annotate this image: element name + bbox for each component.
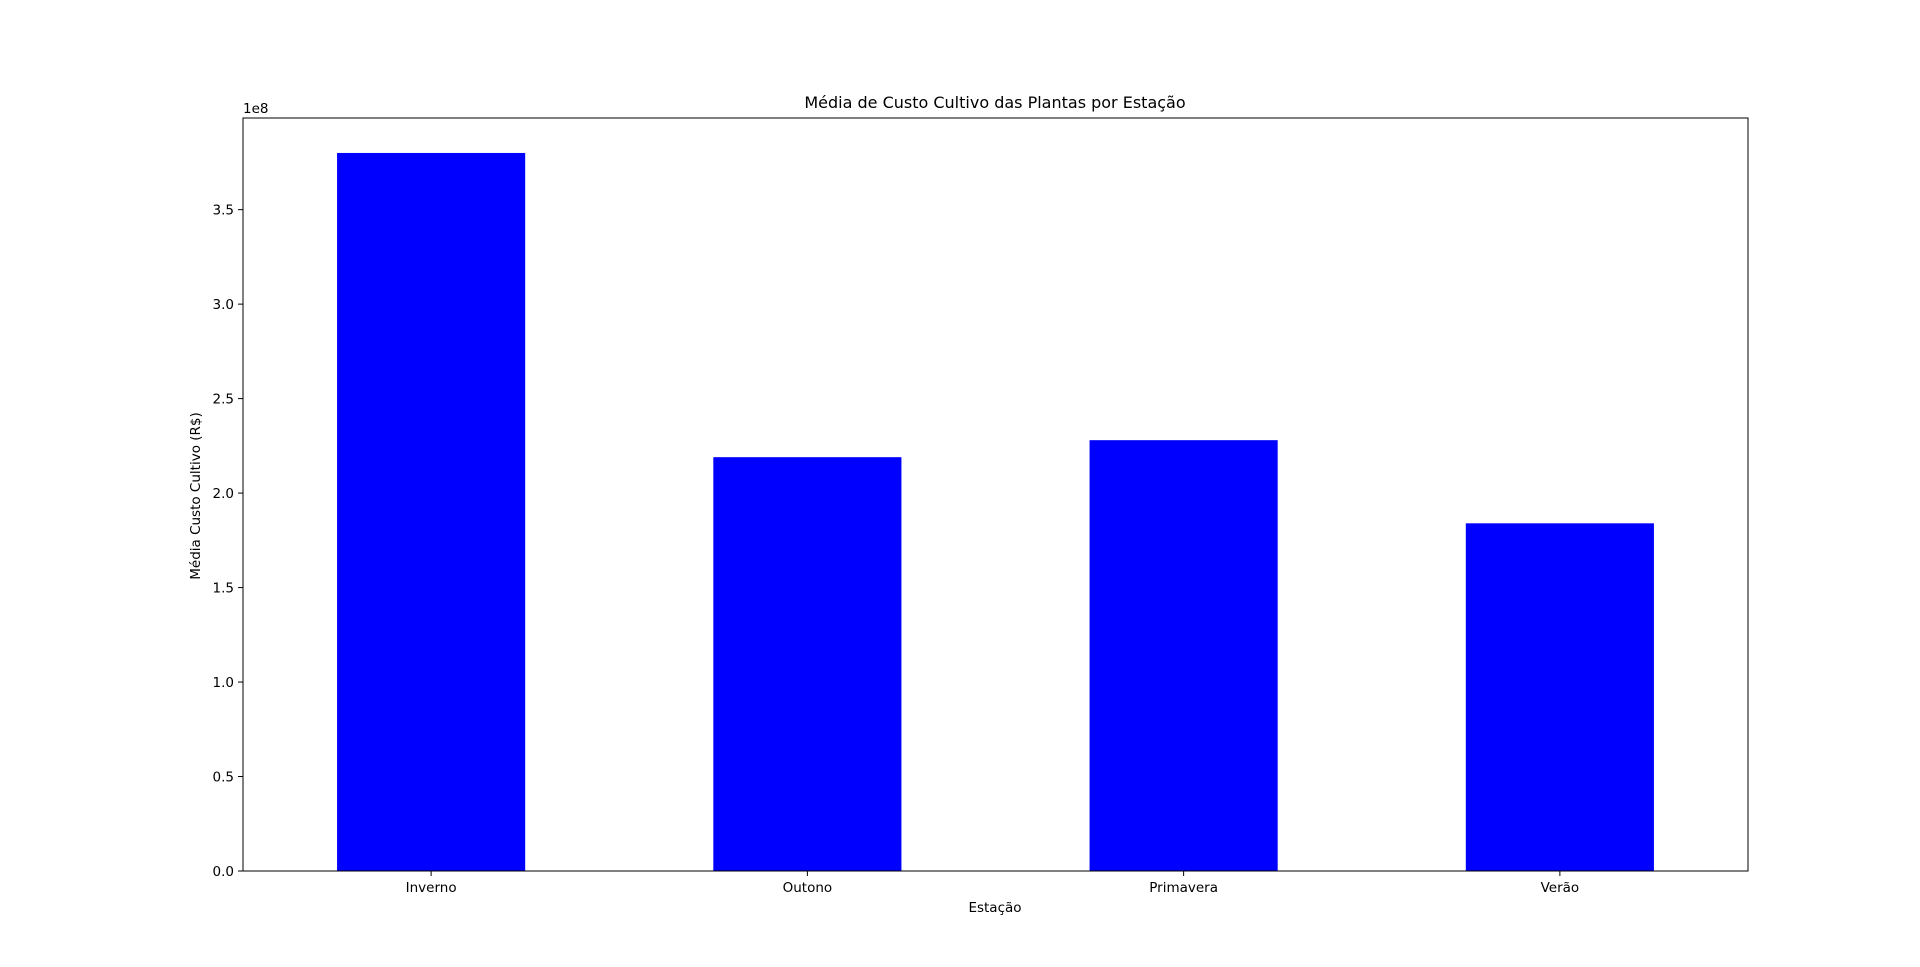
bars-group [337, 152, 1654, 871]
x-tick-label: Primavera [1149, 880, 1218, 896]
x-axis-label: Estação [968, 900, 1021, 916]
bar-inverno [337, 152, 526, 871]
y-tick-label: 1.5 [213, 581, 234, 597]
y-axis-ticks: 0.0 0.5 1.0 1.5 2.0 2.5 3.0 3.5 [213, 203, 243, 880]
plot-area-frame [242, 117, 1749, 872]
bar-verão [1465, 523, 1654, 871]
y-axis-offset-label: 1e8 [243, 101, 268, 117]
x-axis-ticks: Inverno Outono Primavera Verão [406, 871, 1580, 896]
chart-title: Média de Custo Cultivo das Plantas por E… [804, 93, 1185, 112]
x-tick-label: Outono [783, 880, 833, 896]
y-tick-label: 0.0 [213, 864, 234, 880]
y-tick-label: 1.0 [213, 675, 234, 691]
y-tick-label: 3.0 [213, 297, 234, 313]
x-tick-label: Inverno [406, 880, 457, 896]
bar-outono [713, 457, 902, 871]
y-tick-label: 2.0 [213, 486, 234, 502]
y-tick-label: 2.5 [213, 392, 234, 408]
y-tick-label: 0.5 [213, 770, 234, 786]
y-tick-label: 3.5 [213, 203, 234, 219]
y-axis-label: Média Custo Cultivo (R$) [188, 412, 204, 580]
x-tick-label: Verão [1541, 880, 1580, 896]
bar-primavera [1089, 440, 1278, 871]
